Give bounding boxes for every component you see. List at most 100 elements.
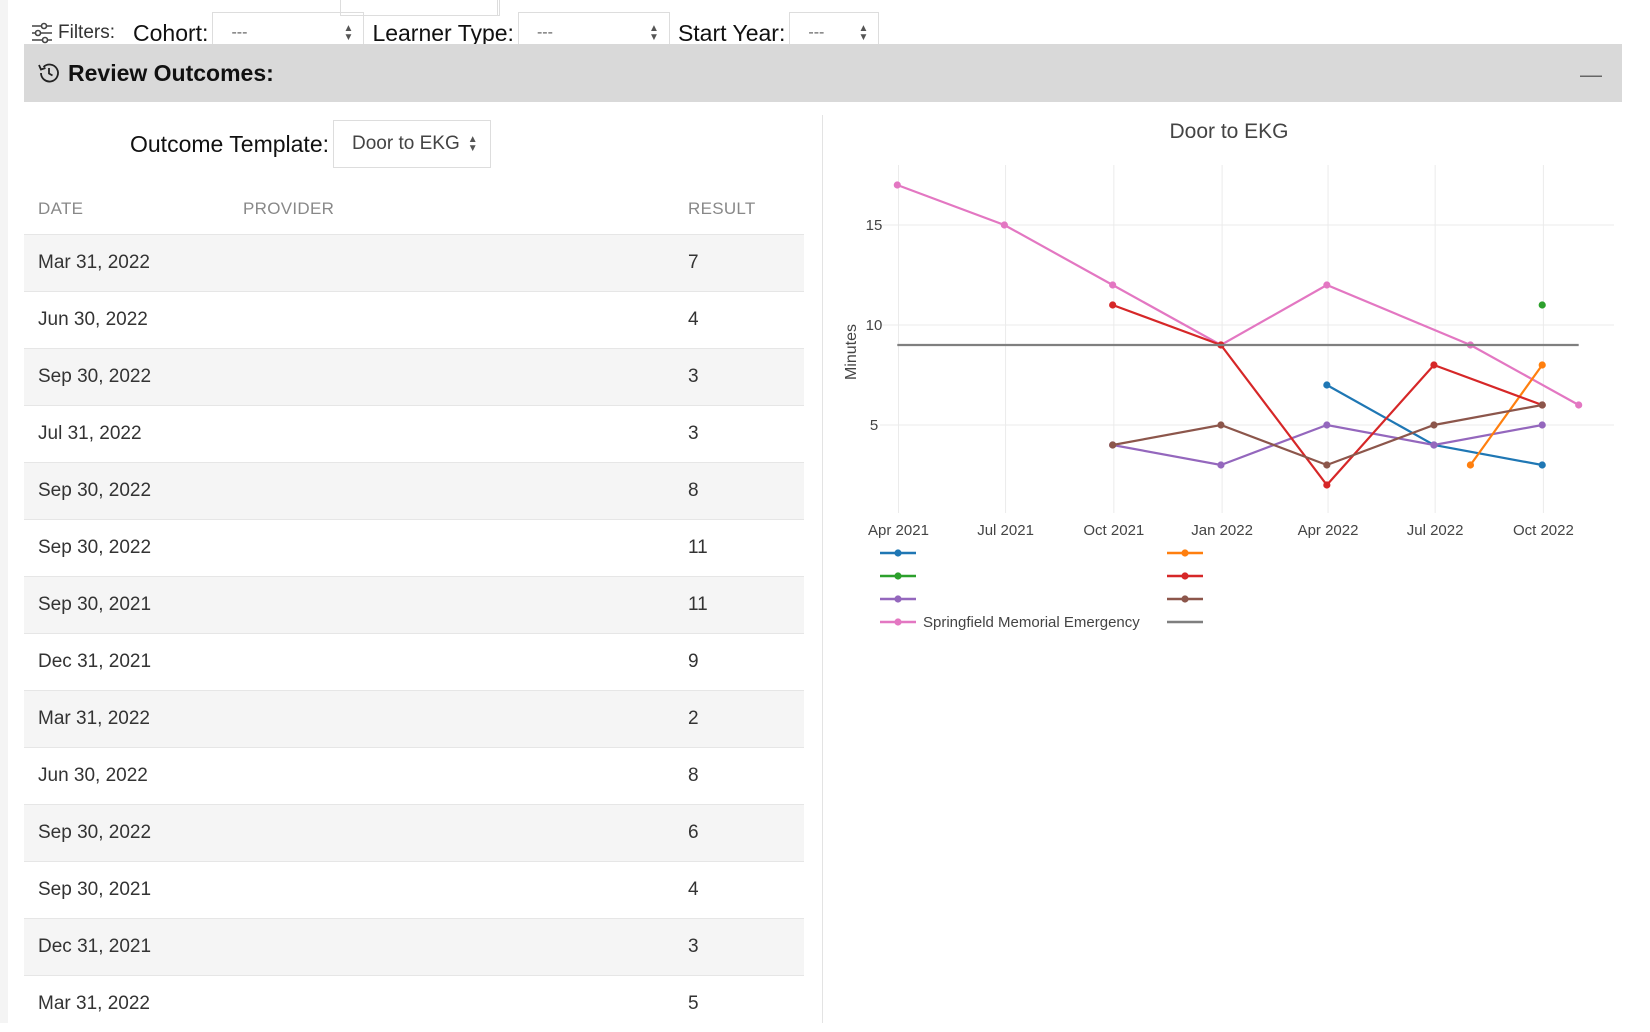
- table-row[interactable]: Jul 31, 2022 3: [24, 405, 804, 462]
- panel-divider: [822, 115, 823, 1023]
- x-tick-label: Apr 2021: [868, 522, 929, 539]
- table-row[interactable]: Jun 30, 2022 8: [24, 747, 804, 804]
- table-row[interactable]: Dec 31, 2021 9: [24, 633, 804, 690]
- y-axis-label: Minutes: [843, 324, 860, 380]
- cohort-select-value: ---: [231, 24, 248, 41]
- select-arrows-icon: ▲ ▼: [649, 23, 659, 43]
- table-row[interactable]: Mar 31, 2022 5: [24, 975, 804, 1032]
- header-provider[interactable]: PROVIDER: [243, 199, 335, 218]
- cell-result: 3: [688, 366, 699, 387]
- table-row[interactable]: Mar 31, 2022 2: [24, 690, 804, 747]
- header-date[interactable]: DATE: [38, 199, 84, 218]
- cell-date: Mar 31, 2022: [38, 993, 150, 1014]
- header-result[interactable]: RESULT: [688, 199, 756, 218]
- table-row[interactable]: Sep 30, 2022 8: [24, 462, 804, 519]
- y-tick-label: 10: [866, 317, 883, 334]
- cell-date: Jun 30, 2022: [38, 765, 148, 786]
- data-point: [893, 181, 901, 189]
- data-point: [1538, 401, 1546, 409]
- cell-date: Jul 31, 2022: [38, 423, 142, 444]
- cell-result: 8: [688, 765, 699, 786]
- start-year-label: Start Year:: [677, 19, 786, 46]
- cell-result: 5: [688, 993, 699, 1014]
- collapse-button[interactable]: —: [1580, 62, 1602, 87]
- table-row[interactable]: Sep 30, 2022 6: [24, 804, 804, 861]
- y-tick-label: 15: [866, 217, 883, 234]
- outcome-template-value: Door to EKG: [352, 133, 460, 154]
- cell-date: Sep 30, 2022: [38, 822, 152, 843]
- x-tick-label: Jul 2022: [1407, 522, 1464, 539]
- cell-date: Sep 30, 2021: [38, 879, 152, 900]
- data-point: [1000, 221, 1008, 229]
- x-tick-label: Jan 2022: [1191, 522, 1253, 539]
- cell-date: Sep 30, 2022: [38, 480, 152, 501]
- cohort-label: Cohort:: [133, 19, 209, 46]
- data-point: [1466, 461, 1475, 469]
- legend-marker: [894, 549, 902, 557]
- cell-result: 11: [688, 594, 708, 615]
- select-arrows-icon: ▲ ▼: [858, 23, 869, 43]
- cell-result: 8: [688, 480, 699, 501]
- data-point: [1538, 301, 1546, 309]
- data-point: [1109, 441, 1117, 449]
- y-tick-label: 5: [870, 417, 878, 434]
- outcomes-table-header: DATE PROVIDER RESULT: [24, 186, 804, 232]
- top-partial-control: [340, 0, 500, 16]
- filter-bar: Filters: Cohort: --- ▲ ▼ Learner Type: --…: [30, 10, 887, 56]
- table-row[interactable]: Mar 31, 2022 7: [24, 234, 804, 291]
- cell-result: 11: [688, 537, 708, 558]
- left-edge: [0, 0, 8, 1023]
- chart-legend: Springfield Memorial Emergency: [880, 549, 1203, 631]
- select-arrows-icon: ▲ ▼: [467, 134, 478, 154]
- table-row[interactable]: Sep 30, 2021 11: [24, 576, 804, 633]
- cell-result: 4: [688, 879, 699, 900]
- data-point: [1217, 421, 1225, 429]
- data-point: [1538, 421, 1546, 429]
- outcome-template-select[interactable]: Door to EKG ▲ ▼: [333, 120, 491, 168]
- table-row[interactable]: Dec 31, 2021 3: [24, 918, 804, 975]
- cell-result: 7: [688, 252, 699, 273]
- legend-marker: [894, 572, 902, 580]
- x-tick-label: Oct 2021: [1083, 522, 1144, 539]
- table-row[interactable]: Sep 30, 2022 11: [24, 519, 804, 576]
- cell-date: Dec 31, 2021: [38, 936, 152, 957]
- data-point: [1323, 481, 1331, 489]
- cell-result: 2: [688, 708, 699, 729]
- data-point: [1575, 401, 1583, 409]
- cell-result: 3: [688, 423, 699, 444]
- data-point: [1323, 421, 1331, 429]
- data-point: [1538, 361, 1546, 369]
- cell-date: Mar 31, 2022: [38, 252, 150, 273]
- review-outcomes-header: Review Outcomes: —: [24, 44, 1622, 102]
- chart-title: Door to EKG: [1169, 120, 1288, 143]
- x-tick-label: Oct 2022: [1513, 522, 1574, 539]
- section-title: Review Outcomes:: [68, 59, 274, 86]
- outcome-template-label: Outcome Template:: [130, 130, 330, 157]
- data-point: [1217, 461, 1225, 469]
- series-line: [896, 183, 1580, 406]
- chart-grid: [880, 165, 1614, 513]
- door-to-ekg-chart: Apr 2021 Jul 2021 Oct 2021 Jan 2022 Apr 2022…: [824, 110, 1624, 670]
- chart-series: [893, 181, 1583, 489]
- filters-label: Filters:: [58, 22, 115, 43]
- x-tick-label: Jul 2021: [977, 522, 1034, 539]
- select-arrows-icon: ▲ ▼: [343, 23, 354, 43]
- cell-result: 4: [688, 309, 699, 330]
- cell-result: 6: [688, 822, 699, 843]
- start-year-select-value: ---: [808, 24, 825, 41]
- table-row[interactable]: Sep 30, 2022 3: [24, 348, 804, 405]
- outcome-template-row: Outcome Template: Door to EKG ▲ ▼: [130, 120, 491, 168]
- table-row[interactable]: Sep 30, 2021 4: [24, 861, 804, 918]
- legend-marker: [894, 618, 902, 626]
- top-partial-divider: [497, 0, 1077, 16]
- cell-date: Mar 31, 2022: [38, 708, 150, 729]
- table-row[interactable]: Jun 30, 2022 4: [24, 291, 804, 348]
- legend-marker: [1181, 549, 1189, 557]
- cell-date: Sep 30, 2022: [38, 366, 152, 387]
- data-point: [1430, 441, 1438, 449]
- sliders-icon: [32, 22, 52, 44]
- data-point: [1430, 421, 1438, 429]
- x-tick-label: Apr 2022: [1298, 522, 1359, 539]
- chart-axes: Apr 2021 Jul 2021 Oct 2021 Jan 2022 Apr 2022…: [866, 217, 1574, 539]
- learner-type-select-value: ---: [536, 24, 553, 41]
